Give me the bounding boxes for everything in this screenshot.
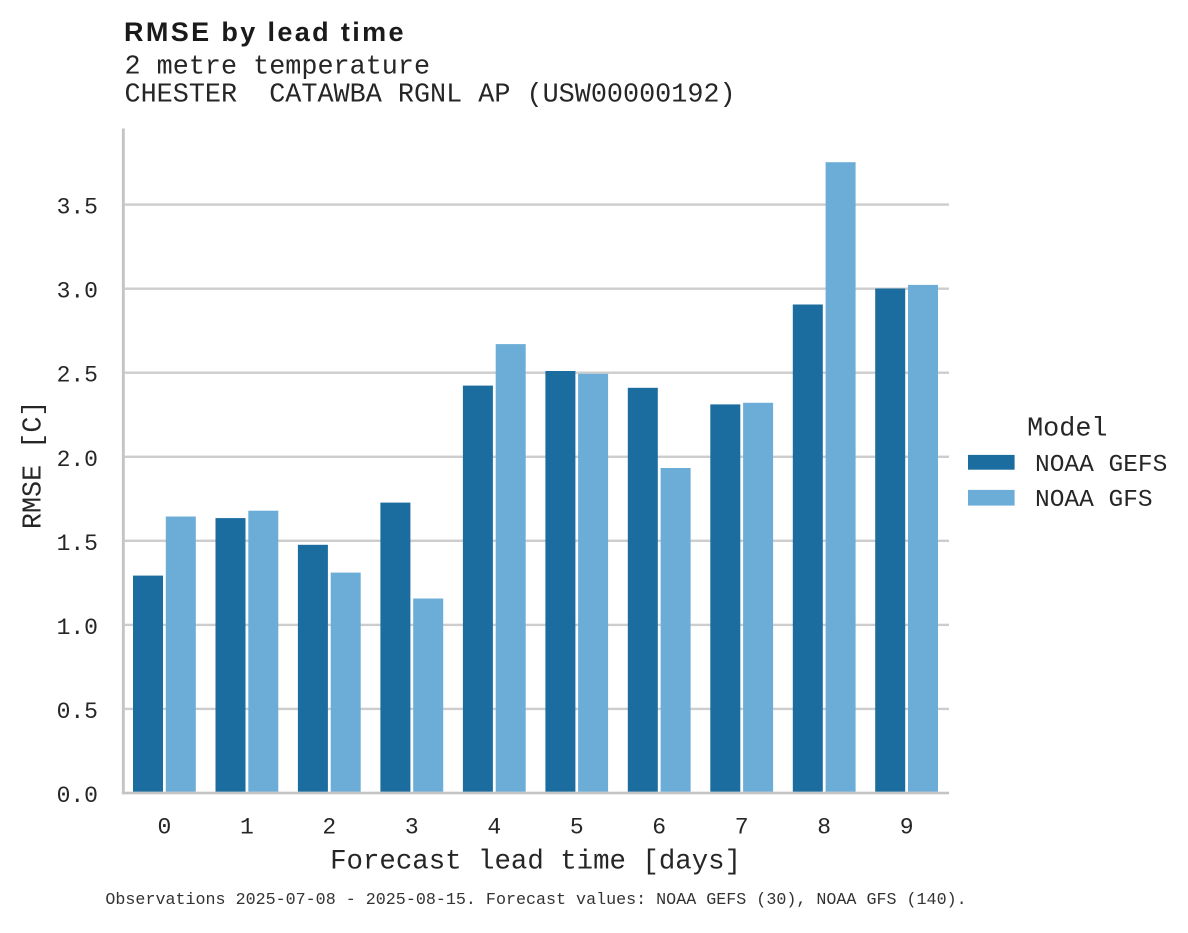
svg-text:RMSE by lead time: RMSE by lead time	[124, 17, 406, 47]
svg-text:0: 0	[157, 815, 171, 841]
svg-text:1.0: 1.0	[57, 615, 98, 641]
svg-text:Model: Model	[1027, 415, 1107, 445]
svg-text:CHESTER CATAWBA RGNL AP (USW0: CHESTER CATAWBA RGNL AP (USW00000192)	[125, 81, 736, 111]
svg-text:3: 3	[405, 815, 419, 841]
svg-text:RMSE [C]: RMSE [C]	[20, 400, 50, 529]
svg-text:4: 4	[487, 815, 501, 841]
svg-text:1: 1	[240, 815, 254, 841]
svg-text:9: 9	[900, 815, 914, 841]
svg-text:5: 5	[570, 815, 584, 841]
svg-text:7: 7	[735, 815, 749, 841]
svg-text:Observations 2025-07-08 - 2025: Observations 2025-07-08 - 2025-08-15. Fo…	[105, 891, 966, 910]
svg-text:2.5: 2.5	[57, 363, 98, 389]
svg-text:0.0: 0.0	[57, 783, 98, 809]
svg-text:6: 6	[652, 815, 666, 841]
svg-text:0.5: 0.5	[57, 699, 98, 725]
svg-text:8: 8	[817, 815, 831, 841]
svg-text:2 metre temperature: 2 metre temperature	[125, 52, 431, 82]
svg-text:NOAA GEFS: NOAA GEFS	[1035, 452, 1167, 479]
svg-text:3.5: 3.5	[57, 195, 98, 221]
svg-text:Forecast lead time [days]: Forecast lead time [days]	[330, 847, 741, 878]
svg-text:NOAA GFS: NOAA GFS	[1035, 487, 1153, 514]
svg-text:1.5: 1.5	[57, 531, 98, 557]
svg-text:3.0: 3.0	[57, 279, 98, 305]
svg-text:2: 2	[322, 815, 336, 841]
svg-text:2.0: 2.0	[57, 447, 98, 473]
